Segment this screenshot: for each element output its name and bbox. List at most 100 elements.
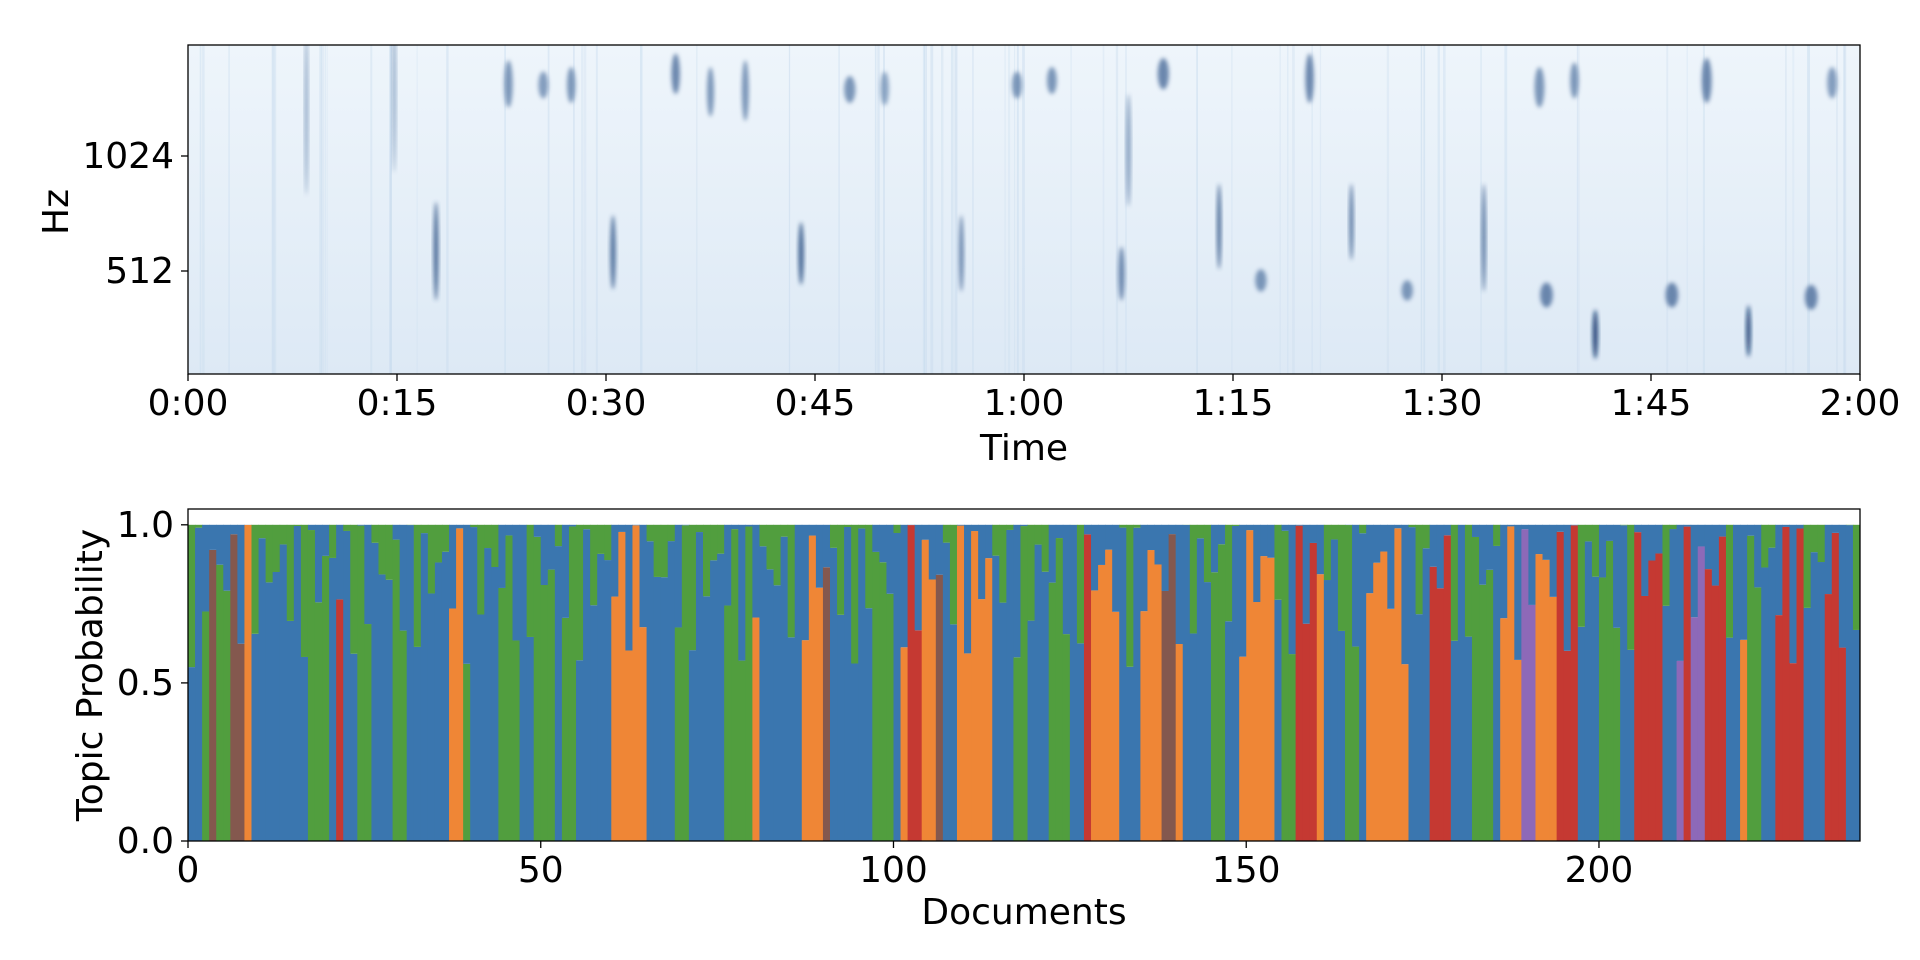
topic-bar-segment [1486, 569, 1494, 841]
topic-bar-segment [780, 536, 789, 841]
topic-bar-segment [258, 524, 267, 539]
topic-bar-segment [329, 524, 337, 558]
topic-bar-segment [674, 627, 683, 841]
topic-bar-segment [399, 524, 408, 631]
topic-bar-segment [1112, 611, 1120, 841]
topic-bar-segment [371, 542, 379, 841]
topic-bar-segment [618, 531, 626, 841]
topic-bar-segment [237, 524, 245, 644]
spectrogram-event [1349, 183, 1354, 261]
topic-bar-segment [759, 524, 767, 547]
topic-bar-segment [1225, 524, 1233, 622]
topic-bar-segment [971, 531, 979, 841]
topic-bar-segment [1852, 524, 1860, 630]
topic-bar-segment [766, 569, 775, 841]
topic-bar-segment [1479, 524, 1487, 585]
topic-bar-segment [1337, 630, 1346, 841]
topic-bar-segment [886, 524, 894, 594]
spectrogram-marks [199, 45, 1847, 374]
spectrogram-x-axis: 0:00 0:15 0:30 0:45 1:00 1:15 1:30 1:45 2:00 [148, 374, 1900, 424]
topic-bar-segment [851, 663, 859, 841]
spectrogram-streak [228, 45, 230, 374]
topic-bar-segment [1366, 524, 1374, 594]
topic-bar-segment [1733, 524, 1741, 841]
topic-bar-segment [1514, 524, 1522, 660]
topic-bar-segment [576, 524, 584, 661]
topic-bar-segment [724, 605, 732, 841]
topic-bar-segment [526, 524, 535, 637]
topic-bar-segment [1161, 590, 1170, 841]
spectrogram-y-axis: 1024 512 [82, 136, 188, 292]
topic-bar-segment [576, 660, 584, 841]
topic-bar-segment [1831, 524, 1840, 533]
spectrogram-x-tick-label: 0:45 [775, 383, 856, 424]
topic-bar-segment [314, 602, 323, 841]
topic-bar-segment [357, 525, 365, 841]
topic-bar-segment [978, 599, 986, 841]
topic-bar-segment [1239, 656, 1247, 841]
topic-bar-segment [1133, 524, 1141, 528]
topic-bar-segment [625, 650, 633, 841]
topic-bar-segment [420, 533, 429, 841]
spectrogram-event [1804, 284, 1818, 310]
topic-bar-segment [1563, 524, 1572, 651]
topic-bar-segment [695, 524, 704, 533]
topic-bar-segment [1274, 599, 1282, 841]
topic-bar-segment [1704, 524, 1713, 570]
topic-bar-segment [1182, 524, 1191, 841]
topic-bar-segment [872, 524, 880, 552]
topic-bar-segment [688, 650, 697, 841]
topic-bar-segment [272, 571, 281, 841]
topic-bar-segment [540, 585, 549, 841]
topic-bar-segment [1422, 548, 1431, 841]
spectrogram-streak [416, 45, 418, 374]
topic-bar-segment [554, 546, 563, 841]
topic-bar-segment [1112, 524, 1120, 612]
spectrogram-event [1665, 282, 1679, 308]
topic-bar-segment [1471, 536, 1480, 841]
topic-bar-segment [1655, 553, 1663, 841]
topic-bar-segment [1747, 535, 1755, 841]
topic-bar-segment [681, 525, 690, 841]
topic-bar-segment [293, 524, 302, 526]
topic-bar-segment [1549, 524, 1558, 597]
topic-bar-segment [1521, 529, 1529, 841]
topic-bar-segment [752, 617, 760, 841]
topic-bar-segment [1267, 557, 1275, 841]
topic-bar-segment [710, 524, 718, 561]
topic-bar-segment [336, 524, 344, 600]
topic-bar-segment [265, 582, 274, 841]
topic-bar-segment [1295, 525, 1304, 841]
topic-bar-segment [773, 585, 782, 841]
topic-bar-segment [427, 524, 436, 594]
topic-bar-segment [1669, 524, 1678, 530]
topic-bar-segment [399, 630, 408, 841]
topic-bar-segment [1577, 626, 1586, 841]
spectrogram-event [1540, 282, 1553, 308]
topic-bar-segment [858, 524, 866, 529]
topic-bar-segment [660, 524, 669, 578]
topic-bar-segment [1027, 620, 1036, 841]
topic-bar-segment [237, 643, 245, 841]
topic-bar-segment [244, 524, 252, 841]
topic-bar-segment [1302, 524, 1311, 624]
spectrogram-event [1701, 58, 1712, 103]
spectrogram-y-tick-label: 512 [105, 251, 174, 292]
topic-bar-segment [1627, 649, 1635, 841]
topic-bar-segment [1415, 524, 1424, 615]
topic-bar-segment [279, 524, 288, 545]
topic-y-label: Topic Probability [70, 529, 111, 822]
spectrogram-x-tick-label: 1:30 [1402, 383, 1483, 424]
topic-bar-segment [1761, 567, 1769, 841]
spectrogram-streak [950, 45, 954, 374]
topic-bar-segment [893, 532, 902, 841]
topic-bar-segment [759, 546, 767, 841]
topic-bar-segment [378, 524, 387, 575]
topic-bar-segment [1852, 629, 1860, 841]
topic-bar-segment [1126, 524, 1134, 667]
topic-bar-segment [484, 524, 492, 549]
topic-bar-segment [829, 524, 838, 548]
topic-bar-segment [1013, 657, 1021, 841]
topic-bar-segment [470, 524, 478, 528]
